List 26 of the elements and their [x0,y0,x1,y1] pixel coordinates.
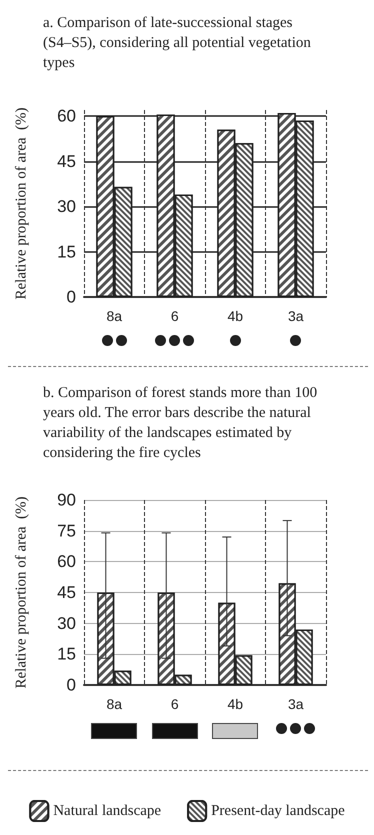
x-tick-label: 4b [227,308,244,324]
y-tick-label: 60 [57,552,76,572]
x-tick-label: 4b [227,696,244,712]
legend-label: Present-day landscape [211,803,346,819]
chart-title: b. Comparison of forest stands more than 100 years old. The error bars describe the natural variability of the landscapes estimated by considering the fire cycles [43,385,321,461]
x-tick-label: 3a [288,696,304,712]
y-tick-label: 90 [57,490,76,510]
y-tick-label: 15 [57,644,76,664]
x-tick-label: 3a [288,308,304,324]
legend-label: Natural landscape [53,803,162,819]
y-tick-label: 60 [57,106,76,126]
y-tick-label: 15 [57,242,76,262]
y-axis-title: Relative proportion of area (%) [14,496,30,689]
y-tick-label: 30 [57,614,76,633]
x-tick-label: 8a [106,308,122,324]
x-tick-label: 6 [170,696,179,712]
y-tick-label: 0 [66,676,76,694]
x-tick-label: 6 [170,308,179,324]
chart-title: a. Comparison of late-successional stages (S4–S5), considering all potential vegetation types [43,15,315,71]
y-tick-label: 75 [57,521,76,540]
y-tick-label: 30 [57,197,76,216]
y-tick-label: 45 [57,152,76,171]
y-axis-title: Relative proportion of area (%) [14,107,30,300]
x-tick-label: 8a [106,696,122,712]
y-tick-label: 45 [57,583,76,602]
y-tick-label: 0 [66,288,76,306]
